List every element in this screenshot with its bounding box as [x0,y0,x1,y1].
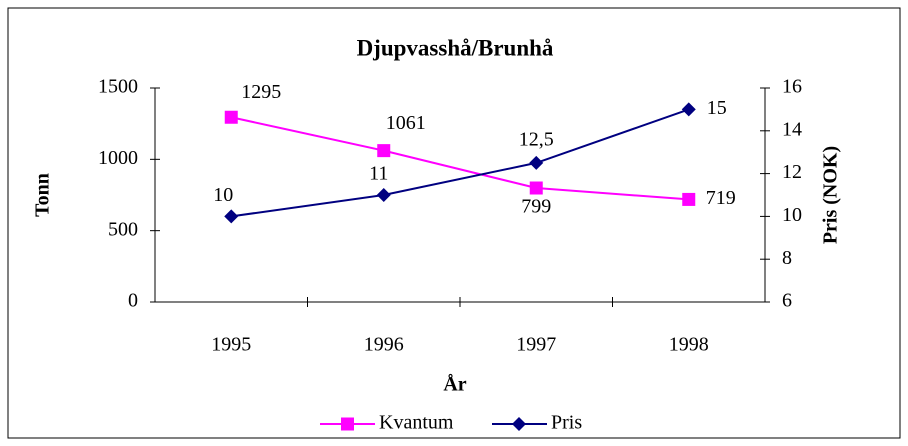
line [231,108,690,218]
marker [224,209,239,224]
y-tick-label: 0 [128,290,138,312]
x-tick-label: 1998 [669,334,709,356]
data-label: 1295 [241,81,281,103]
y2-tick-label: 16 [782,76,802,98]
data-label: 12,5 [519,128,554,150]
legend-marker [341,417,354,431]
y-axis-label: Tonn [32,173,54,217]
line [231,116,689,201]
y-tick-label: 1000 [98,147,138,169]
x-tick-label: 1997 [516,334,556,356]
x-tick-label: 1996 [364,334,404,356]
marker [376,188,391,202]
marker [529,155,544,170]
y2-axis-label: Pris (NOK) [820,146,842,244]
marker [682,192,696,206]
legend-marker [512,417,526,431]
chart-frame [7,7,901,439]
data-label: 1061 [386,112,426,134]
y2-tick-label: 8 [782,247,792,269]
data-label: 799 [521,196,551,218]
y2-tick-label: 12 [782,161,802,183]
data-label: 11 [369,163,388,185]
marker [681,102,696,117]
x-tick-label: 1995 [211,334,251,356]
x-axis-label: År [443,373,466,396]
chart-title: Djupvasshå/Brunhå [357,35,554,60]
data-label: 15 [707,97,727,119]
marker [377,144,391,158]
y2-tick-label: 10 [782,204,802,226]
y2-tick-label: 6 [782,290,792,312]
data-label: 10 [213,184,233,206]
data-label: 719 [706,187,736,209]
y-tick-label: 1500 [98,76,138,98]
legend-label: Kvantum [379,412,454,434]
marker [529,181,543,195]
y-tick-label: 500 [108,218,138,240]
marker [224,110,238,124]
legend-label: Pris [551,412,582,434]
y2-tick-label: 14 [782,118,802,140]
